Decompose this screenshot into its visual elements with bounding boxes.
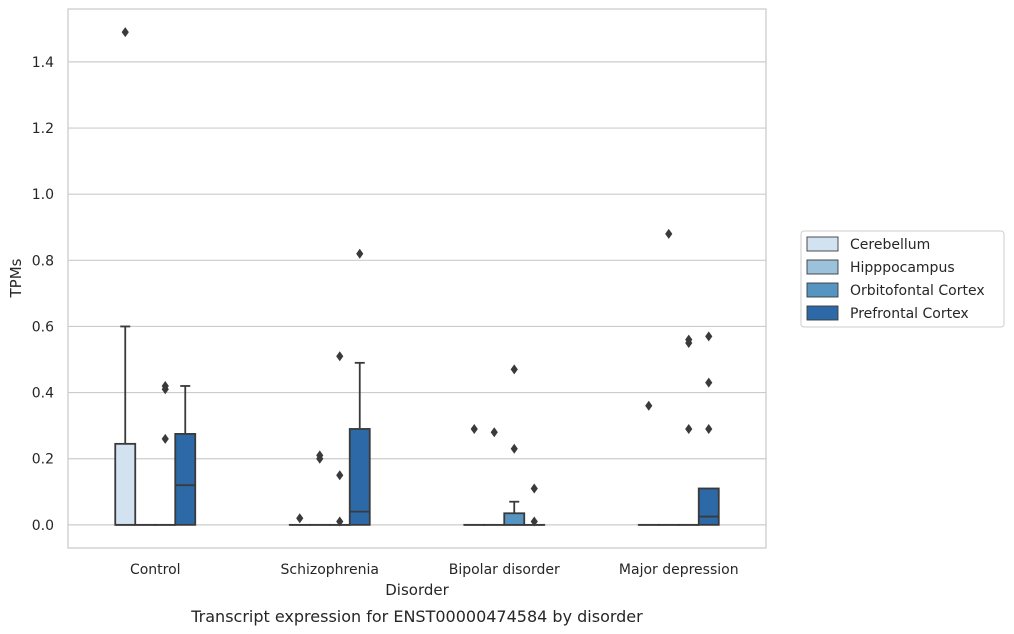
box-prefrontal-cortex [174, 385, 197, 526]
y-tick-label: 0.2 [32, 452, 54, 468]
legend-label: Orbitofontal Cortex [850, 283, 985, 299]
outlier-point [161, 380, 169, 391]
outlier-point [470, 423, 478, 434]
box-prefrontal-cortex [523, 483, 546, 527]
outlier-point [336, 470, 344, 481]
outlier-point [490, 427, 498, 438]
box-cerebellum [463, 423, 486, 526]
outlier-point [336, 351, 344, 362]
box-prefrontal-cortex [697, 331, 720, 526]
box-iqr [174, 433, 197, 526]
box-iqr [348, 428, 371, 526]
outlier-point [510, 364, 518, 375]
x-tick-label: Major depression [619, 562, 739, 578]
outlier-point [121, 27, 129, 38]
box-iqr [697, 487, 720, 526]
box-hipppocampus [657, 228, 680, 526]
y-tick-label: 1.0 [32, 187, 54, 203]
outlier-point [530, 483, 538, 494]
box-prefrontal-cortex [348, 248, 371, 526]
outlier-point [510, 443, 518, 454]
chart-caption: Transcript expression for ENST0000047458… [190, 607, 643, 626]
outlier-point [356, 248, 364, 259]
x-tick-label: Bipolar disorder [449, 562, 560, 578]
y-tick-label: 0.0 [32, 518, 54, 534]
y-tick-labels: 0.0 0.2 0.4 0.6 0.8 1.0 1.2 1.4 [32, 55, 54, 534]
legend: Cerebellum Hipppocampus Orbitofontal Corte… [800, 230, 1005, 328]
outlier-point [316, 450, 324, 461]
x-tick-label: Control [130, 562, 181, 578]
legend-label: Prefrontal Cortex [850, 306, 969, 322]
legend-label: Hipppocampus [850, 260, 955, 276]
legend-swatch [806, 236, 839, 252]
y-axis-title: TPMs [7, 258, 25, 298]
outlier-point [685, 334, 693, 345]
legend-label: Cerebellum [850, 237, 930, 253]
outlier-point [645, 400, 653, 411]
legend-swatch [806, 259, 839, 275]
outlier-point [530, 516, 538, 527]
legend-swatch [806, 282, 839, 298]
plot-frame [67, 8, 767, 549]
outlier-point [296, 513, 304, 524]
outlier-point [665, 228, 673, 239]
box-series [114, 27, 720, 527]
box-iqr [503, 512, 526, 526]
outlier-point [161, 433, 169, 444]
x-axis-title: Disorder [385, 581, 449, 599]
y-tick-label: 0.6 [32, 319, 54, 335]
box-orbitofontal-cortex [503, 364, 526, 526]
x-tick-labels: Control Schizophrenia Bipolar disorder Majo… [130, 562, 739, 578]
y-tick-label: 0.8 [32, 253, 54, 269]
outlier-point [705, 377, 713, 388]
box-orbitofontal-cortex [328, 351, 351, 527]
outlier-point [685, 423, 693, 434]
x-tick-label: Schizophrenia [281, 562, 379, 578]
plot-area [68, 9, 766, 548]
outlier-point [705, 331, 713, 342]
box-iqr [114, 442, 137, 526]
legend-frame [800, 230, 1005, 328]
box-cerebellum [114, 27, 137, 526]
legend-swatch [806, 305, 839, 321]
y-tick-label: 1.4 [32, 55, 54, 71]
outlier-point [705, 423, 713, 434]
y-tick-label: 0.4 [32, 386, 54, 402]
y-tick-label: 1.2 [32, 121, 54, 137]
outlier-point [336, 516, 344, 527]
